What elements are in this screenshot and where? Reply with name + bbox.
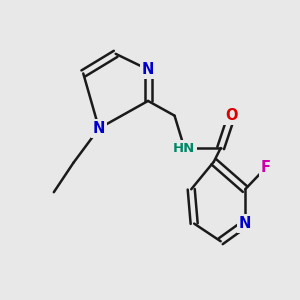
Text: N: N [239,216,251,231]
Text: N: N [93,121,105,136]
Text: HN: HN [173,142,196,154]
Text: N: N [142,62,154,77]
Text: F: F [261,160,271,175]
Text: O: O [225,108,238,123]
